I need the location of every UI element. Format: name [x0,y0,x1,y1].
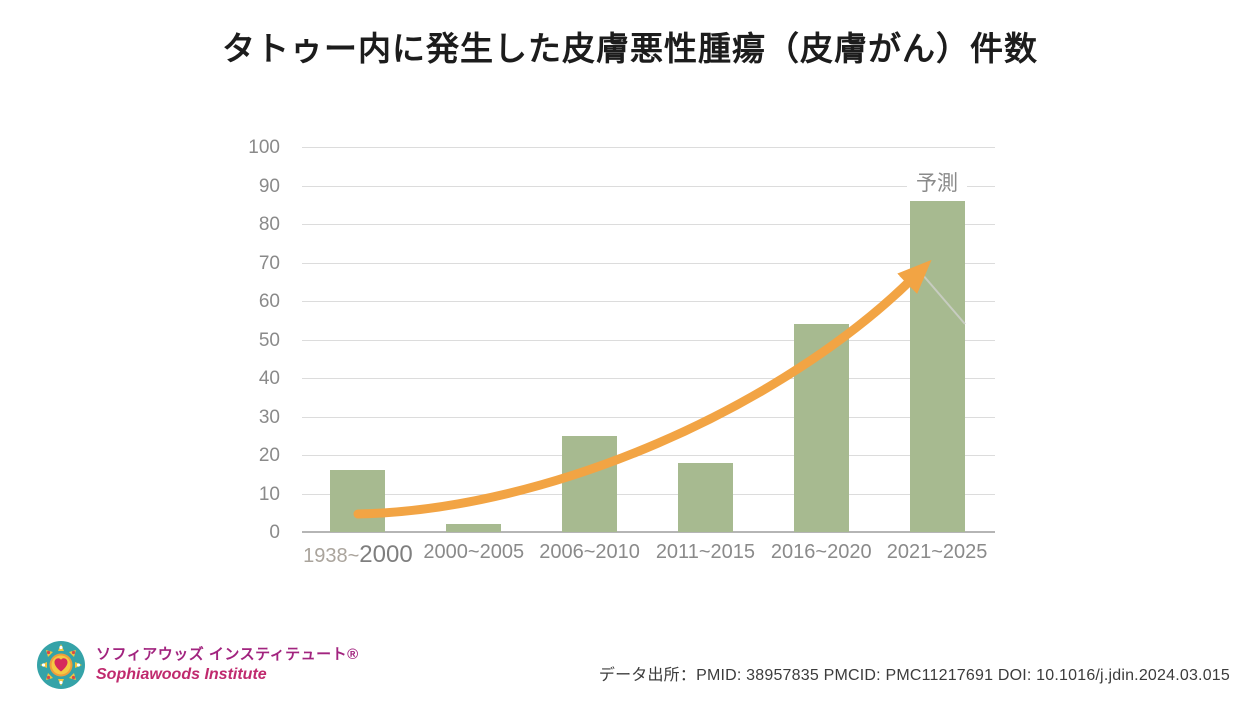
bar-2021~2025 [909,200,965,532]
logo-text: ソフィアウッズ インスティテュート® Sophiawoods Institute [96,644,359,687]
x-axis-tick-label-part: 2000 [359,541,413,568]
gridline [302,147,995,148]
gridline [302,455,995,456]
y-axis-tick-label: 70 [258,252,280,274]
y-axis-tick-label: 20 [258,445,280,466]
bar-2011~2015 [677,462,733,532]
gridline [302,301,995,302]
gridline [302,224,995,225]
gridline [302,378,995,379]
y-axis-labels: 0 10 20 30 40 50 60 70 80 90 100 [222,137,290,543]
bar-2016~2020 [793,324,849,532]
y-axis-tick-label: 0 [269,522,280,543]
y-axis-tick-label: 10 [258,483,280,505]
logo-name-en: Sophiawoods Institute [96,666,267,684]
data-source: データ出所：PMID: 38957835 PMCID: PMC11217691 … [598,667,1230,684]
x-axis-tick-label-part: 1938~ [303,545,360,567]
gridline [302,262,995,264]
trend-arrow [353,259,966,519]
forecast-label: 予測 [907,167,967,197]
x-axis-tick-label: 2021~2025 [886,541,988,563]
y-axis-tick-label: 90 [258,175,280,197]
sophiawoods-logo-icon [37,641,85,689]
chart-plot-area: 予測 1938~2000 2000~2005 2006~2010 2011~2015 2… [300,147,995,568]
x-axis-tick-label: 2011~2015 [655,541,755,563]
trend-curve [353,259,932,519]
bar-2006~2010 [562,435,618,532]
x-axis-line [302,531,995,533]
y-axis-tick-label: 60 [258,291,280,312]
x-axis-tick-label: 2006~2010 [539,541,640,563]
gridline [302,339,995,341]
chart-title: タトゥー内に発生した皮膚悪性腫瘍（皮膚がん）件数 [222,30,1038,67]
x-axis-tick-label: 1938~2000 [303,541,413,569]
gridline [302,416,995,418]
y-axis-tick-label: 30 [258,406,280,428]
x-axis-tick-label: 2016~2020 [770,541,872,563]
gridline [302,493,995,495]
heart-icon [54,658,68,672]
x-axis-tick-label: 2000~2005 [423,541,525,563]
forecast-leader-line [921,273,966,325]
y-axis-tick-label: 80 [258,214,280,235]
logo-name-ja: ソフィアウッズ インスティテュート® [96,645,359,663]
y-axis-tick-label: 40 [258,368,280,389]
y-axis-tick-label: 100 [248,137,280,158]
logo: ソフィアウッズ インスティテュート® Sophiawoods Institute [36,640,359,690]
gridline [302,185,995,187]
bar-2000~2005 [446,524,502,532]
bar-1938~2000 [330,470,386,532]
y-axis-tick-label: 50 [258,329,280,351]
